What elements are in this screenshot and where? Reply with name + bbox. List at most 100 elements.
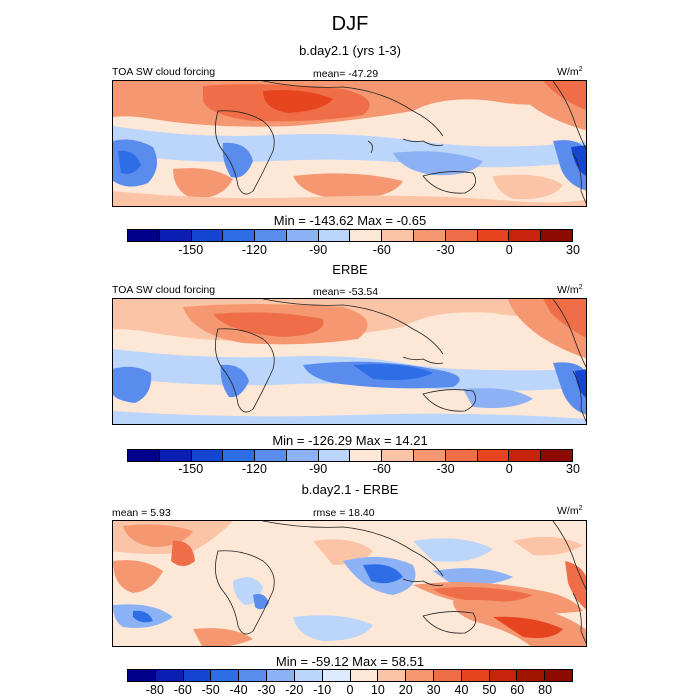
colorbar-tick-label: -120 [241,462,267,476]
colorbar-box [286,230,319,241]
figure-title: DJF [331,13,369,35]
colorbar-tick-label: -150 [178,243,204,257]
panel-2-colorbar-labels: -150 -120 -90 -60 -30 0 30 [127,462,580,476]
colorbar-tick-label: -30 [436,243,455,257]
colorbar-tick-label: 10 [370,683,385,697]
colorbar-box [223,450,256,461]
colorbar-tick-label: 30 [426,683,441,697]
colorbar-box [489,670,518,681]
colorbar-box [128,670,156,681]
colorbar-box [414,450,446,461]
colorbar-tick-label: -120 [241,243,267,257]
colorbar-tick-label: 0 [505,462,513,476]
colorbar-box [183,670,212,681]
colorbar-tick-label: 30 [566,462,580,476]
colorbar-tick-label: -20 [285,683,304,697]
colorbar-box [239,670,268,681]
colorbar-tick-label: -10 [313,683,332,697]
colorbar-box [294,670,323,681]
panel-2-colorbar [127,449,573,462]
colorbar-box [350,670,379,681]
colorbar-box [191,450,224,461]
panel-3-colorbar [127,669,573,682]
colorbar-box [255,230,287,241]
colorbar-box [318,230,351,241]
colorbar-tick-label: 60 [510,683,525,697]
colorbar-tick-label: 0 [505,243,513,257]
panel-3-center-label: rmse = 18.40 [313,507,375,519]
panel-1-colorbar [127,229,573,242]
colorbar-box [159,450,192,461]
colorbar-box [477,230,510,241]
panel-3-minmax: Min = -59.12 Max = 58.51 [275,654,425,669]
colorbar-tick-label: -90 [309,462,328,476]
colorbar-tick-label: 0 [346,683,354,697]
colorbar-box [382,230,415,241]
colorbar-box [545,670,572,681]
colorbar-tick-label: -150 [178,462,204,476]
colorbar-tick-label: -90 [309,243,328,257]
colorbar-tick-label: -60 [372,243,391,257]
colorbar-tick-label: -50 [201,683,220,697]
colorbar-box [509,450,542,461]
panel-2-map [112,298,587,425]
colorbar-box [322,670,351,681]
colorbar-box [155,670,184,681]
panel-2-title: ERBE [332,262,368,277]
colorbar-box [211,670,240,681]
panel-3-colorbar-labels: -80 -60 -50 -40 -30 -20 -10 0 10 20 30 40 50 60 80 [127,683,573,697]
colorbar-tick-label: 20 [398,683,413,697]
colorbar-tick-label: 30 [566,243,580,257]
colorbar-box [509,230,542,241]
colorbar-box [517,670,546,681]
panel-2-units: W/m2 [557,284,583,296]
panel-1-contour-field [113,81,586,206]
colorbar-box [286,450,319,461]
panel-2-minmax: Min = -126.29 Max = 14.21 [272,433,428,448]
colorbar-box [433,670,462,681]
panel-1-center-label: mean= -47.29 [313,68,379,80]
panel-3-title: b.day2.1 - ERBE [301,482,399,497]
colorbar-box [350,450,383,461]
panel-3-left-label: mean = 5.93 [112,507,171,519]
colorbar-box [406,670,434,681]
colorbar-box [477,450,510,461]
colorbar-tick-label: -60 [372,462,391,476]
colorbar-box [223,230,256,241]
panel-2-center-label: mean= -53.54 [313,286,379,298]
colorbar-tick-label: -30 [436,462,455,476]
panel-3-units: W/m2 [557,505,583,517]
colorbar-tick-label: -80 [145,683,164,697]
colorbar-tick-label: 50 [482,683,497,697]
colorbar-box [255,450,287,461]
panel-2-left-label: TOA SW cloud forcing [112,284,216,296]
colorbar-tick-label: 40 [454,683,469,697]
colorbar-box [191,230,224,241]
colorbar-box [378,670,407,681]
colorbar-box [267,670,295,681]
colorbar-tick-label: 80 [538,683,553,697]
panel-1-left-label: TOA SW cloud forcing [112,66,216,78]
panel-1-map [112,80,587,207]
colorbar-box [382,450,415,461]
colorbar-tick-label: -30 [257,683,276,697]
colorbar-box [350,230,383,241]
colorbar-box [445,230,478,241]
colorbar-box [128,450,160,461]
panel-1-title: b.day2.1 (yrs 1-3) [299,43,401,58]
colorbar-box [461,670,490,681]
panel-3-contour-field [113,521,586,646]
colorbar-box [541,450,572,461]
colorbar-box [445,450,478,461]
panel-2-contour-field [113,299,586,424]
colorbar-tick-label: -60 [173,683,192,697]
colorbar-box [159,230,192,241]
colorbar-box [128,230,160,241]
panel-3-map [112,520,587,647]
panel-1-units: W/m2 [557,66,583,78]
panel-1-minmax: Min = -143.62 Max = -0.65 [273,213,427,228]
colorbar-box [414,230,446,241]
colorbar-tick-label: -40 [229,683,248,697]
colorbar-box [318,450,351,461]
panel-1-colorbar-labels: -150 -120 -90 -60 -30 0 30 [127,243,580,257]
